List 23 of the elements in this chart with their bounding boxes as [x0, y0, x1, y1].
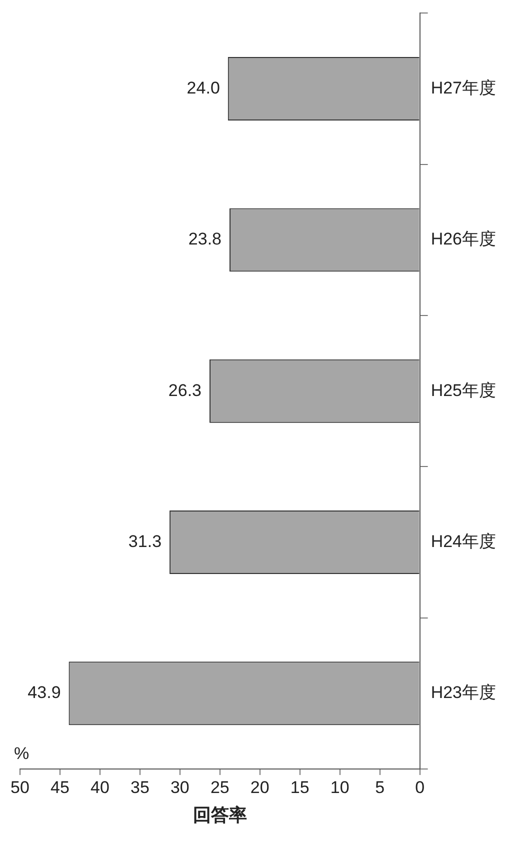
x-tick-label: 35 — [130, 778, 150, 797]
x-tick-label: 45 — [50, 778, 70, 797]
data-label: 43.9 — [28, 683, 61, 702]
x-tick-label: 40 — [90, 778, 110, 797]
x-tick-label: 50 — [10, 778, 30, 797]
x-tick-label: 5 — [375, 778, 385, 797]
annotation: % — [14, 744, 30, 764]
data-label: 31.3 — [128, 532, 162, 551]
x-tick-label: 20 — [250, 778, 270, 797]
x-tick-label: 25 — [210, 778, 230, 797]
data-label: 26.3 — [168, 380, 202, 400]
y-tick-label: H26年度 — [430, 230, 496, 249]
x-tick-label: 0 — [415, 778, 425, 797]
y-tick-label: H27年度 — [430, 78, 496, 98]
y-tick-label: H24年度 — [430, 532, 496, 551]
x-tick-label: 15 — [290, 778, 310, 797]
x-axis-title: 回答率 — [192, 805, 247, 826]
y-tick-label: H25年度 — [430, 380, 496, 400]
x-tick-label: 10 — [330, 778, 350, 797]
data-label: 23.8 — [188, 230, 222, 249]
x-tick-label: 30 — [170, 778, 190, 797]
y-tick-label: H23年度 — [430, 683, 496, 702]
data-label: 24.0 — [186, 78, 220, 98]
